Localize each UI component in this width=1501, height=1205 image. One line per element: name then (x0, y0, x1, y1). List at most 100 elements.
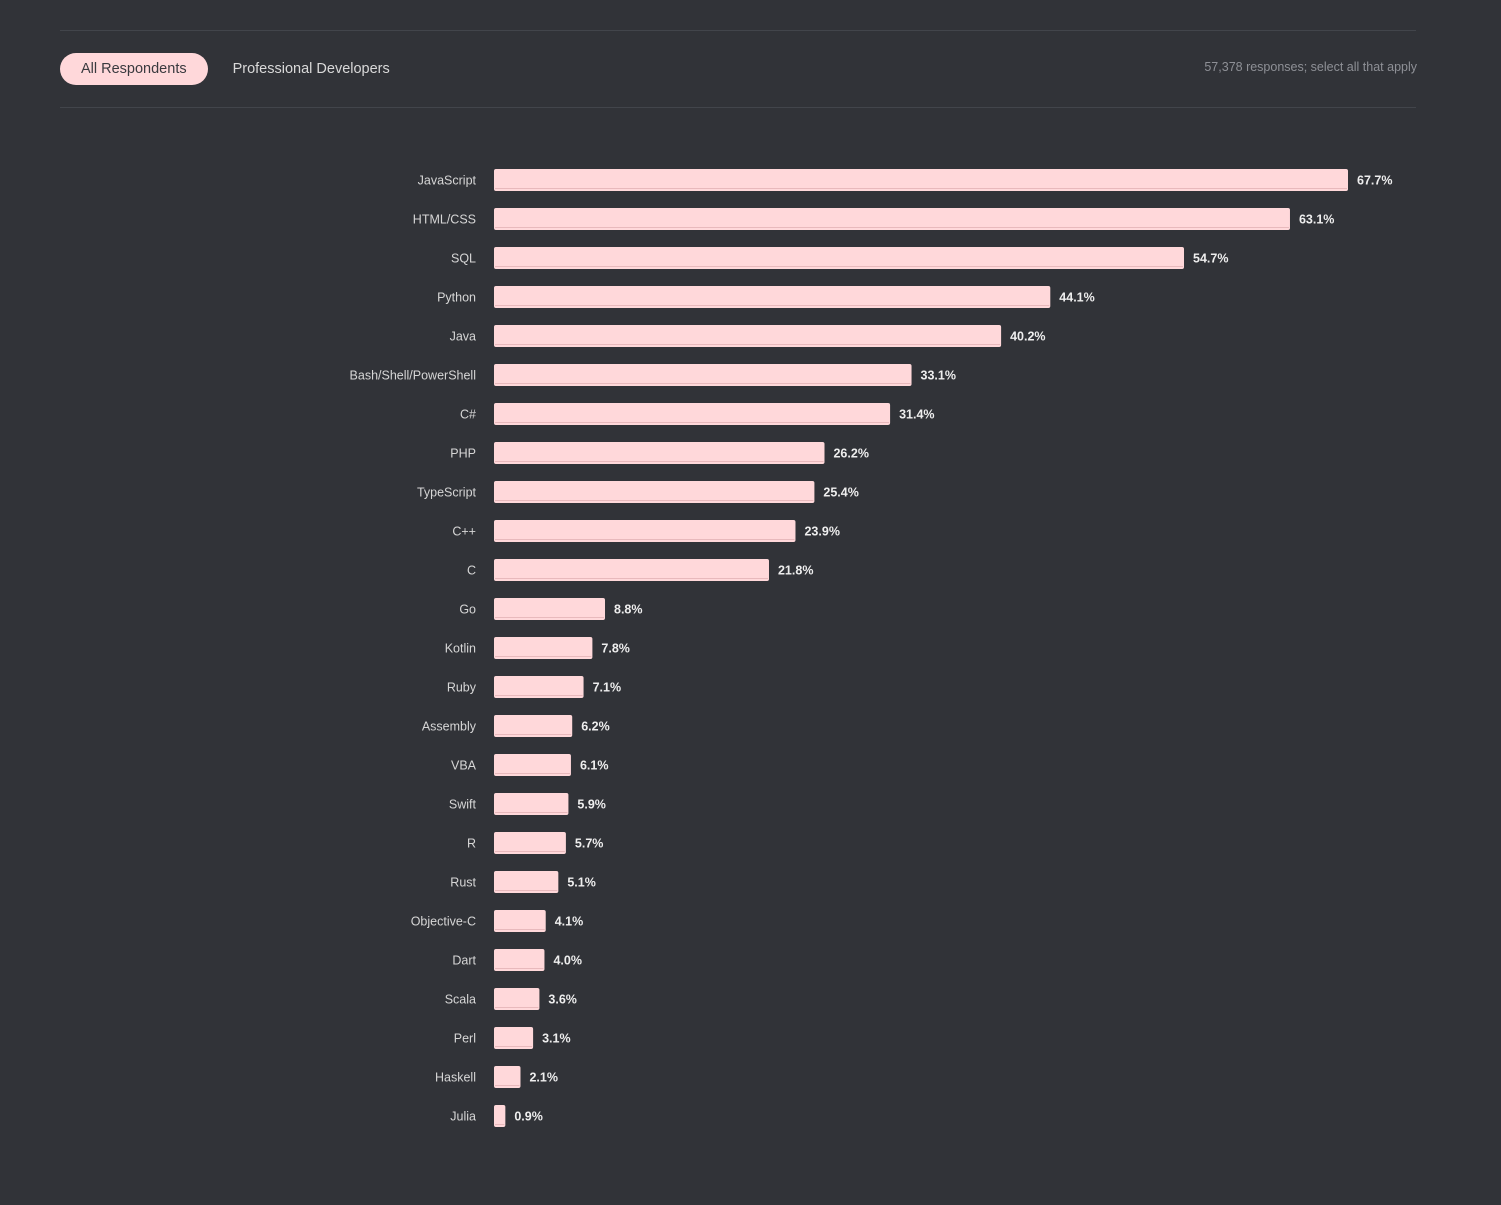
bar-shading-objective-c (495, 929, 545, 930)
bar-shading-c (495, 422, 890, 423)
value-label-assembly: 6.2% (581, 720, 610, 734)
bar-shading-vba (495, 773, 570, 774)
category-label-dart: Dart (452, 954, 476, 968)
category-label-objective-c: Objective-C (411, 915, 476, 929)
bar-shading-rust (495, 890, 558, 891)
bar-shading-r (495, 851, 565, 852)
responses-note: 57,378 responses; select all that apply (1204, 60, 1417, 74)
bar-shading-c (495, 539, 795, 540)
bar-rust (494, 871, 559, 893)
bar-assembly (494, 715, 573, 737)
value-label-haskell: 2.1% (529, 1071, 558, 1085)
bar-java (494, 325, 1002, 347)
bar-shading-php (495, 461, 824, 462)
value-label-scala: 3.6% (548, 993, 577, 1007)
bar-swift (494, 793, 569, 815)
category-label-go: Go (459, 603, 476, 617)
tab-all-respondents[interactable]: All Respondents (60, 53, 208, 85)
respondent-tabs: All Respondents Professional Developers (60, 53, 411, 85)
bar-shading-go (495, 617, 605, 618)
category-label-vba: VBA (451, 759, 477, 773)
value-label-php: 26.2% (833, 447, 868, 461)
value-label-swift: 5.9% (577, 798, 606, 812)
category-label-java: Java (450, 330, 476, 344)
bar-html-css (494, 208, 1290, 230)
bar-php (494, 442, 825, 464)
category-label-assembly: Assembly (422, 720, 477, 734)
bar-javascript (494, 169, 1348, 191)
bar-shading-typescript (495, 500, 814, 501)
bar-shading-html-css (495, 227, 1289, 228)
category-label-c: C (467, 564, 476, 578)
category-label-rust: Rust (450, 876, 476, 890)
bar-shading-julia (495, 1124, 505, 1125)
bar-c (494, 559, 769, 581)
bar-typescript (494, 481, 815, 503)
category-label-typescript: TypeScript (417, 486, 477, 500)
category-label-perl: Perl (454, 1032, 476, 1046)
bar-shading-haskell (495, 1085, 520, 1086)
value-label-julia: 0.9% (514, 1110, 543, 1124)
category-label-php: PHP (450, 447, 476, 461)
bar-shading-bash-shell-powershell (495, 383, 911, 384)
value-label-perl: 3.1% (542, 1032, 571, 1046)
category-label-ruby: Ruby (447, 681, 477, 695)
bar-shading-python (495, 305, 1050, 306)
value-label-typescript: 25.4% (823, 486, 858, 500)
value-label-sql: 54.7% (1193, 252, 1228, 266)
bar-objective-c (494, 910, 546, 932)
value-label-python: 44.1% (1059, 291, 1094, 305)
bar-shading-ruby (495, 695, 583, 696)
bar-r (494, 832, 566, 854)
value-label-go: 8.8% (614, 603, 643, 617)
bar-bash-shell-powershell (494, 364, 912, 386)
bar-shading-javascript (495, 188, 1347, 189)
bar-shading-kotlin (495, 656, 592, 657)
bar-c (494, 520, 796, 542)
bar-vba (494, 754, 571, 776)
bar-perl (494, 1027, 534, 1049)
category-label-kotlin: Kotlin (445, 642, 476, 656)
value-label-r: 5.7% (575, 837, 604, 851)
bar-shading-assembly (495, 734, 572, 735)
value-label-c: 31.4% (899, 408, 934, 422)
bar-shading-scala (495, 1007, 539, 1008)
bar-dart (494, 949, 545, 971)
value-label-kotlin: 7.8% (601, 642, 630, 656)
category-label-r: R (467, 837, 476, 851)
tab-professional-developers[interactable]: Professional Developers (232, 61, 390, 77)
bar-python (494, 286, 1051, 308)
bar-julia (494, 1105, 506, 1127)
value-label-c: 23.9% (804, 525, 839, 539)
bar-go (494, 598, 606, 620)
value-label-html-css: 63.1% (1299, 213, 1334, 227)
bar-ruby (494, 676, 584, 698)
category-label-swift: Swift (449, 798, 477, 812)
category-label-python: Python (437, 291, 476, 305)
category-label-html-css: HTML/CSS (413, 213, 476, 227)
bar-shading-dart (495, 968, 544, 969)
value-label-rust: 5.1% (567, 876, 596, 890)
category-label-c: C# (460, 408, 476, 422)
bar-shading-perl (495, 1046, 533, 1047)
category-label-julia: Julia (450, 1110, 476, 1124)
header-divider (60, 107, 1416, 108)
category-label-bash-shell-powershell: Bash/Shell/PowerShell (350, 369, 476, 383)
top-divider (60, 30, 1416, 31)
bar-shading-swift (495, 812, 568, 813)
category-label-javascript: JavaScript (418, 174, 477, 188)
bar-c (494, 403, 891, 425)
bar-kotlin (494, 637, 593, 659)
value-label-vba: 6.1% (580, 759, 609, 773)
value-label-ruby: 7.1% (593, 681, 622, 695)
category-label-scala: Scala (445, 993, 476, 1007)
category-label-sql: SQL (451, 252, 476, 266)
bar-haskell (494, 1066, 521, 1088)
category-label-haskell: Haskell (435, 1071, 476, 1085)
value-label-bash-shell-powershell: 33.1% (921, 369, 956, 383)
category-label-c: C++ (452, 525, 476, 539)
bar-scala (494, 988, 540, 1010)
value-label-objective-c: 4.1% (555, 915, 584, 929)
value-label-c: 21.8% (778, 564, 813, 578)
